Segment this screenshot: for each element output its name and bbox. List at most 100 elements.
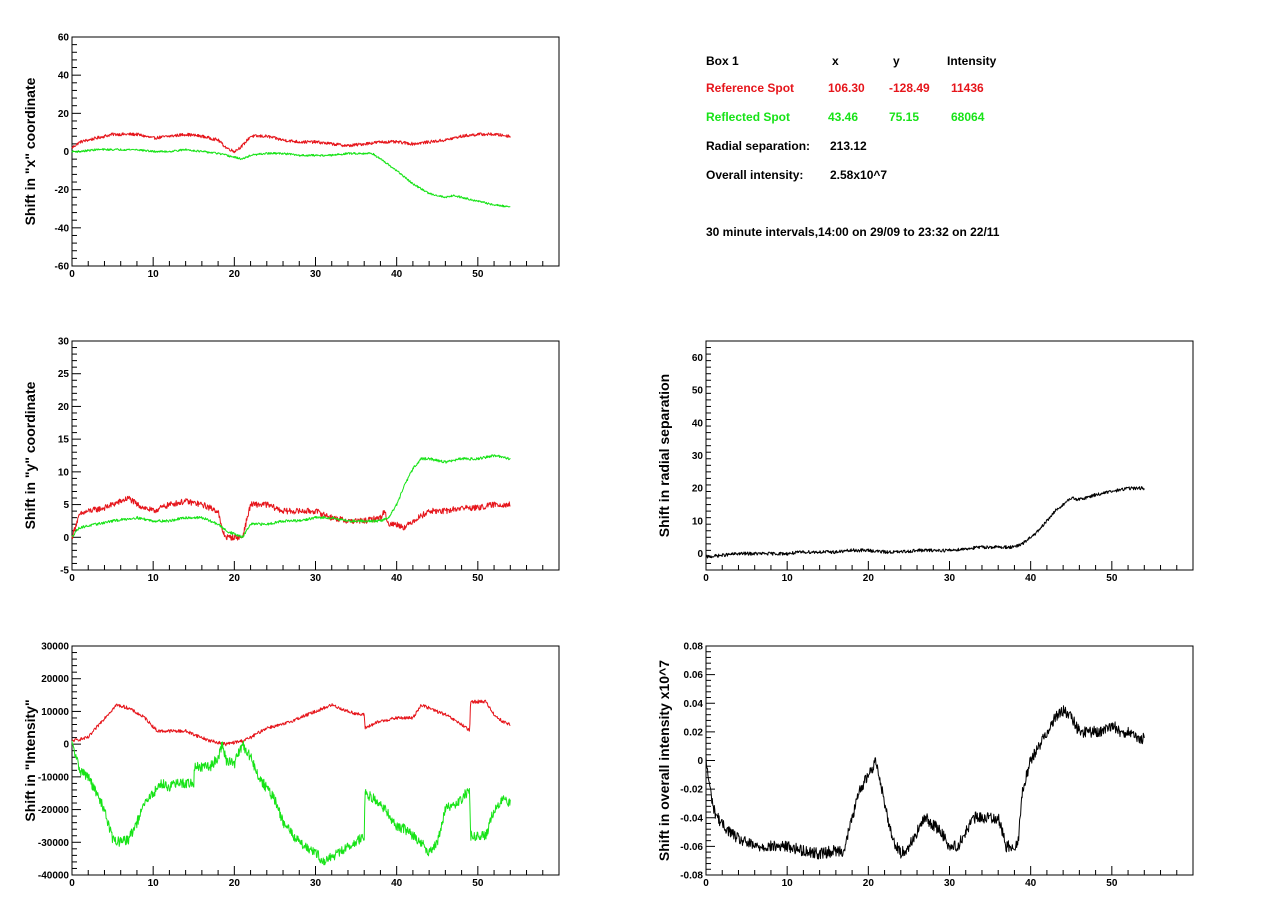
x-tick-label: 30: [310, 878, 322, 889]
plot-frame: [71, 340, 560, 571]
radial-separation-label: Radial separation:: [706, 139, 811, 153]
x-tick-label: 40: [391, 878, 403, 889]
y-tick-label: 40: [692, 418, 704, 429]
chart-radial-shift: 0 10 20 30 40 50 0 10 20 30 40 50 60 Shift in radial …: [656, 340, 1194, 584]
y-axis-title: Shift in radial separation: [656, 374, 672, 537]
series-line-intensity-shift-0: [71, 699, 511, 747]
y-tick-label: 0: [63, 740, 69, 751]
y-tick-label: 25: [58, 369, 70, 380]
y-tick-label: 20: [692, 484, 704, 495]
y-tick-label: -0.04: [680, 813, 703, 824]
x-tick-label: 50: [472, 573, 484, 584]
y-tick-label: -40000: [38, 871, 70, 882]
x-tick-label: 20: [863, 878, 875, 889]
x-tick-label: 30: [310, 573, 322, 584]
chart-intensity-shift: 0 10 20 30 40 50 -40000 -30000 -20000 -10000 0 1000…: [22, 642, 560, 889]
chart-overall-intensity-shift: 0 10 20 30 40 50 -0.08 -0.06 -0.04 -0.02 0 0.02 0.04…: [656, 642, 1194, 889]
chart-x-shift: 0 10 20 30 40 50 -60 -40 -20 0 20 40 60 Shift in "x" …: [22, 33, 560, 280]
y-tick-label: 0: [63, 147, 69, 158]
series-line-x-shift-0: [71, 132, 511, 154]
plot-frame: [705, 645, 1194, 876]
y-tick-label: -30000: [38, 838, 70, 849]
x-tick-label: 10: [148, 573, 160, 584]
y-tick-label: 10000: [41, 707, 69, 718]
y-tick-label: 40: [58, 71, 70, 82]
y-tick-label: -40: [55, 223, 70, 234]
y-tick-label: -0.08: [680, 871, 703, 882]
y-axis-title: Shift in "Intensity": [22, 699, 38, 821]
y-tick-label: 20: [58, 402, 70, 413]
series-line-y-shift-0: [71, 495, 511, 541]
reflected-spot-label: Reflected Spot: [706, 110, 791, 124]
y-axis-title: Shift in "x" coordinate: [22, 77, 38, 225]
y-tick-label: -20000: [38, 805, 70, 816]
y-tick-label: -0.06: [680, 842, 703, 853]
series-line-radial-shift-0: [705, 486, 1145, 559]
y-tick-label: 0: [697, 756, 703, 767]
y-tick-label: 0.06: [684, 670, 704, 681]
overall-intensity-value: 2.58x10^7: [830, 168, 888, 182]
y-tick-label: -20: [55, 185, 70, 196]
reflected-spot-x: 43.46: [828, 110, 859, 124]
x-tick-label: 40: [1025, 878, 1037, 889]
series-line-overall-intensity-shift-0: [705, 705, 1145, 860]
reflected-spot-intensity: 68064: [951, 110, 985, 124]
y-tick-label: 10: [692, 516, 704, 527]
x-tick-label: 30: [944, 878, 956, 889]
plot-frame: [71, 36, 560, 267]
x-tick-label: 0: [703, 878, 709, 889]
x-tick-label: 20: [229, 573, 241, 584]
x-tick-label: 10: [148, 269, 160, 280]
y-tick-label: 60: [692, 353, 704, 364]
x-tick-label: 0: [703, 573, 709, 584]
y-tick-label: 0: [63, 533, 69, 544]
reference-spot-label: Reference Spot: [706, 81, 795, 95]
y-tick-label: 30: [58, 337, 70, 348]
y-tick-label: -60: [55, 262, 70, 273]
y-tick-label: 0: [697, 549, 703, 560]
info-column-intensity: Intensity: [947, 54, 997, 68]
x-tick-label: 0: [69, 878, 75, 889]
x-tick-label: 30: [310, 269, 322, 280]
series-line-intensity-shift-1: [71, 740, 511, 866]
y-tick-label: 30000: [41, 642, 69, 653]
y-tick-label: 5: [63, 500, 69, 511]
x-tick-label: 10: [782, 878, 794, 889]
y-tick-label: 0.08: [684, 642, 704, 653]
y-tick-label: 30: [692, 451, 704, 462]
interval-note: 30 minute intervals,14:00 on 29/09 to 23…: [706, 225, 1000, 239]
info-box-title: Box 1: [706, 54, 739, 68]
reflected-spot-y: 75.15: [889, 110, 920, 124]
plot-frame: [71, 645, 560, 876]
y-tick-label: 10: [58, 467, 70, 478]
y-tick-label: 0.02: [684, 727, 704, 738]
x-tick-label: 20: [229, 878, 241, 889]
x-tick-label: 50: [1106, 573, 1118, 584]
x-tick-label: 50: [472, 878, 484, 889]
y-tick-label: 60: [58, 33, 70, 44]
plot-frame: [705, 340, 1194, 571]
x-tick-label: 20: [863, 573, 875, 584]
x-tick-label: 0: [69, 573, 75, 584]
x-tick-label: 40: [1025, 573, 1037, 584]
x-tick-label: 30: [944, 573, 956, 584]
x-tick-label: 10: [148, 878, 160, 889]
x-tick-label: 40: [391, 269, 403, 280]
reference-spot-x: 106.30: [828, 81, 865, 95]
series-line-x-shift-1: [71, 148, 511, 208]
y-tick-label: 15: [58, 435, 70, 446]
y-tick-label: 20: [58, 109, 70, 120]
x-tick-label: 50: [1106, 878, 1118, 889]
reference-spot-intensity: 11436: [951, 81, 984, 95]
x-tick-label: 50: [472, 269, 484, 280]
y-tick-label: -5: [60, 566, 69, 577]
radial-separation-value: 213.12: [830, 139, 867, 153]
y-tick-label: 0.04: [684, 699, 704, 710]
y-axis-title: Shift in overall intensity x10^7: [656, 660, 672, 861]
series-line-y-shift-1: [71, 454, 511, 539]
y-tick-label: -10000: [38, 772, 70, 783]
info-column-x: x: [832, 54, 839, 68]
x-tick-label: 10: [782, 573, 794, 584]
